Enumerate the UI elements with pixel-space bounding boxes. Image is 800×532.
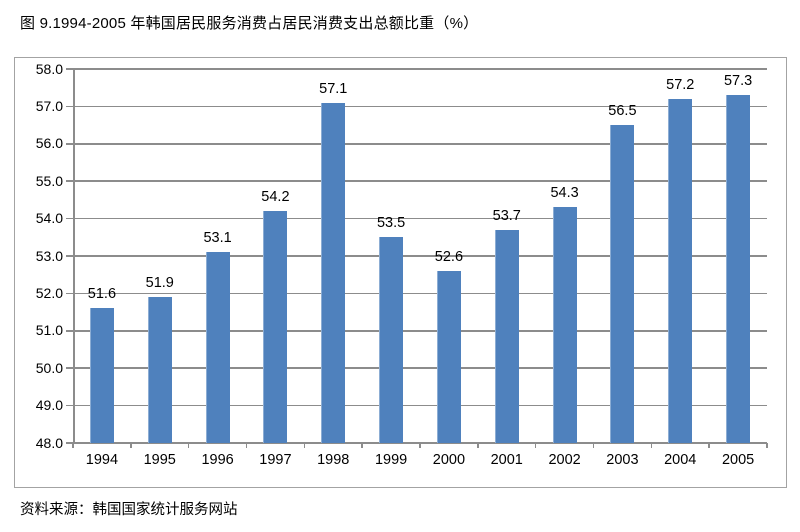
bar bbox=[321, 102, 346, 443]
bar-value-label: 57.1 bbox=[319, 80, 348, 97]
y-axis-tick bbox=[66, 367, 73, 369]
bar-value-label: 54.2 bbox=[261, 189, 290, 206]
y-axis-tick bbox=[66, 217, 73, 220]
bar-value-label: 51.9 bbox=[145, 275, 174, 292]
y-axis-tick bbox=[66, 255, 73, 257]
x-axis-tick bbox=[592, 443, 595, 448]
bar-value-label: 54.3 bbox=[550, 185, 579, 202]
x-axis-category-label: 1997 bbox=[259, 452, 292, 468]
bar-value-label: 53.7 bbox=[492, 207, 521, 224]
x-axis-category-label: 1994 bbox=[85, 452, 119, 468]
x-axis-category-label: 2004 bbox=[664, 452, 697, 468]
x-axis-tick bbox=[650, 443, 653, 448]
gridline bbox=[73, 180, 767, 182]
x-axis-tick bbox=[477, 443, 479, 448]
bar bbox=[726, 95, 751, 443]
bar-value-label: 53.5 bbox=[376, 215, 406, 232]
y-axis-tick bbox=[66, 143, 73, 145]
x-axis-tick bbox=[130, 443, 132, 448]
gridline bbox=[73, 217, 767, 220]
y-axis-tick-label: 53.0 bbox=[35, 247, 63, 264]
bar bbox=[205, 252, 230, 443]
bar-value-label: 57.2 bbox=[666, 76, 695, 93]
y-axis-tick-label: 56.0 bbox=[35, 135, 63, 152]
y-axis-tick-label: 48.0 bbox=[35, 434, 63, 451]
x-axis-category-label: 1995 bbox=[143, 452, 176, 468]
y-axis-tick-label: 49.0 bbox=[35, 397, 63, 414]
bar-value-label: 57.3 bbox=[723, 73, 753, 90]
y-axis-tick-label: 52.0 bbox=[35, 284, 63, 301]
gridline bbox=[73, 367, 767, 369]
x-axis-tick bbox=[361, 443, 363, 448]
x-axis-category-label: 2000 bbox=[432, 452, 466, 468]
x-axis-tick bbox=[72, 443, 74, 448]
x-axis-tick bbox=[708, 443, 710, 448]
plot-area: 48.0 49.0 50.0 51.0 52.0 53.0 54.0 55.0 56.0 57.0… bbox=[36, 61, 768, 468]
y-axis-tick bbox=[66, 68, 73, 70]
bar bbox=[668, 98, 693, 443]
bar-value-label: 52.6 bbox=[434, 248, 464, 265]
x-axis-category-label: 1996 bbox=[201, 452, 234, 468]
gridline bbox=[73, 255, 767, 257]
x-axis-tick bbox=[766, 443, 768, 448]
y-axis-tick bbox=[66, 404, 73, 407]
y-axis-tick-label: 58.0 bbox=[35, 60, 63, 77]
x-axis-category-label: 2003 bbox=[606, 452, 639, 468]
bar bbox=[379, 237, 404, 443]
x-axis-tick bbox=[303, 443, 306, 448]
bar-value-label: 53.1 bbox=[203, 230, 232, 247]
y-axis-tick bbox=[66, 105, 73, 108]
y-axis-tick-label: 50.0 bbox=[35, 359, 63, 376]
source-note: 资料来源：韩国国家统计服务网站 bbox=[20, 502, 238, 518]
x-axis-tick bbox=[187, 443, 190, 448]
y-axis-tick bbox=[66, 330, 73, 332]
chart-frame: 48.0 49.0 50.0 51.0 52.0 53.0 54.0 55.0 56.0 57.0… bbox=[14, 57, 787, 488]
gridline bbox=[73, 404, 767, 407]
bar bbox=[263, 211, 288, 443]
x-axis-tick bbox=[534, 443, 537, 448]
bar bbox=[436, 270, 461, 443]
y-axis-tick-label: 57.0 bbox=[35, 97, 63, 114]
y-axis-tick-label: 54.0 bbox=[35, 210, 63, 227]
gridline bbox=[73, 143, 767, 145]
x-axis-category-label: 2002 bbox=[548, 452, 581, 468]
x-axis-tick bbox=[245, 443, 248, 448]
gridline bbox=[73, 330, 767, 332]
bar bbox=[89, 308, 114, 443]
bar bbox=[552, 207, 577, 443]
bar bbox=[494, 229, 519, 443]
gridline bbox=[73, 68, 767, 70]
bar bbox=[610, 125, 635, 443]
gridline bbox=[73, 292, 767, 295]
x-axis-category-label: 1998 bbox=[317, 452, 350, 468]
y-axis-tick bbox=[66, 180, 73, 182]
y-axis-tick-label: 51.0 bbox=[35, 322, 63, 339]
y-axis-tick-label: 55.0 bbox=[35, 172, 63, 189]
x-axis-category-label: 1999 bbox=[374, 452, 408, 468]
y-axis-line bbox=[73, 69, 75, 443]
bar-value-label: 56.5 bbox=[608, 103, 637, 120]
chart-title: 图 9.1994-2005 年韩国居民服务消费占居民消费支出总额比重（%） bbox=[20, 15, 479, 32]
bar bbox=[147, 297, 172, 443]
x-axis-category-label: 2001 bbox=[490, 452, 523, 468]
x-axis-tick bbox=[419, 443, 421, 448]
x-axis-category-label: 2005 bbox=[721, 452, 755, 468]
gridline bbox=[73, 105, 767, 108]
y-axis-tick bbox=[66, 292, 73, 295]
bar-value-label: 51.6 bbox=[87, 286, 117, 303]
y-axis-tick bbox=[66, 442, 73, 444]
